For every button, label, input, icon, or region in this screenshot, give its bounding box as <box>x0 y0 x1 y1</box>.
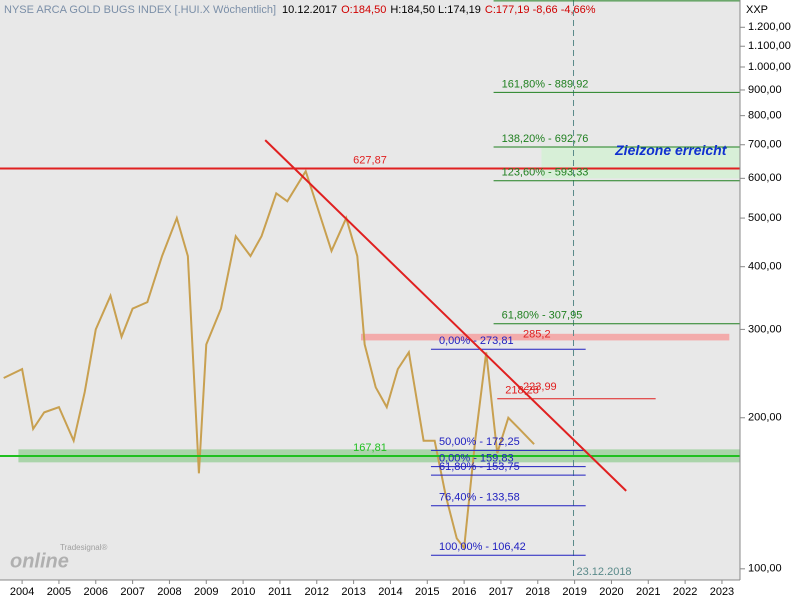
x-tick-label: 2012 <box>305 586 329 598</box>
x-tick-label: 2014 <box>378 586 402 598</box>
level-label: 50,00% - 172,25 <box>439 436 520 448</box>
x-tick-label: 2016 <box>452 586 476 598</box>
x-tick-label: 2007 <box>120 586 144 598</box>
level-label: 61,80% - 153,75 <box>439 461 520 473</box>
level-label: 61,80% - 307,95 <box>502 310 583 322</box>
x-tick-label: 2019 <box>562 586 586 598</box>
y-tick-label: 100,00 <box>748 563 782 575</box>
logo-small: Tradesignal® <box>60 543 108 552</box>
target-label: Zielzone erreicht <box>614 142 728 158</box>
x-axis-area <box>0 580 740 600</box>
y-tick-label: 1.000,00 <box>748 61 791 73</box>
event-label: 23.12.2018 <box>577 566 632 578</box>
level-label: 161,80% - 889,92 <box>502 78 589 90</box>
y-tick-label: 400,00 <box>748 261 782 273</box>
level-label: 123,60% - 593,33 <box>502 167 589 179</box>
y-tick-label: 1.200,00 <box>748 21 791 33</box>
x-tick-label: 2013 <box>341 586 365 598</box>
header-name: NYSE ARCA GOLD BUGS INDEX [.HUI.X Wöchen… <box>4 4 276 16</box>
y-tick-label: 700,00 <box>748 139 782 151</box>
x-tick-label: 2004 <box>10 586 34 598</box>
level-label: 0,00% - 159,83 <box>439 453 514 465</box>
y-axis-area <box>740 0 800 600</box>
x-tick-label: 2011 <box>268 586 292 598</box>
x-tick-label: 2023 <box>710 586 734 598</box>
level-label: 76,40% - 133,58 <box>439 492 520 504</box>
x-tick-label: 2006 <box>84 586 108 598</box>
level-label: 0,00% - 273,81 <box>439 335 514 347</box>
x-tick-label: 2009 <box>194 586 218 598</box>
x-tick-label: 2022 <box>673 586 697 598</box>
x-tick-label: 2017 <box>489 586 513 598</box>
header-close: C:177,19 -8,66 -4,66% <box>485 4 596 16</box>
y-tick-label: 500,00 <box>748 212 782 224</box>
logo: online <box>10 550 69 572</box>
price-line <box>3 168 535 551</box>
level-label: 100,00% - 106,42 <box>439 541 526 553</box>
x-tick-label: 2005 <box>47 586 71 598</box>
y-tick-label: 1.100,00 <box>748 40 791 52</box>
y-tick-label: 600,00 <box>748 172 782 184</box>
price-label: 285,2 <box>523 328 551 340</box>
x-tick-label: 2010 <box>231 586 255 598</box>
y-tick-label: 800,00 <box>748 110 782 122</box>
price-label: 223,99 <box>523 381 557 393</box>
x-tick-label: 2021 <box>636 586 660 598</box>
y-tick-label: 200,00 <box>748 412 782 424</box>
plot-area <box>0 0 740 580</box>
level-label: 627,87 <box>353 154 387 166</box>
trendline <box>264 139 627 492</box>
zone <box>541 147 740 179</box>
header-hl: H:184,50 L:174,19 <box>390 4 481 16</box>
header-open: O:184,50 <box>341 4 386 16</box>
level-label: 167,81 <box>353 442 387 454</box>
zone <box>360 333 730 341</box>
y-tick-label: 900,00 <box>748 84 782 96</box>
level-label: 138,20% - 692,76 <box>502 133 589 145</box>
chart-header: NYSE ARCA GOLD BUGS INDEX [.HUI.X Wöchen… <box>4 4 596 16</box>
header-date: 10.12.2017 <box>282 4 337 16</box>
x-tick-label: 2015 <box>415 586 439 598</box>
x-tick-label: 2020 <box>599 586 623 598</box>
x-tick-label: 2018 <box>526 586 550 598</box>
y-tick-label: 300,00 <box>748 323 782 335</box>
axis-symbol: XXP <box>746 4 768 16</box>
x-tick-label: 2008 <box>157 586 181 598</box>
